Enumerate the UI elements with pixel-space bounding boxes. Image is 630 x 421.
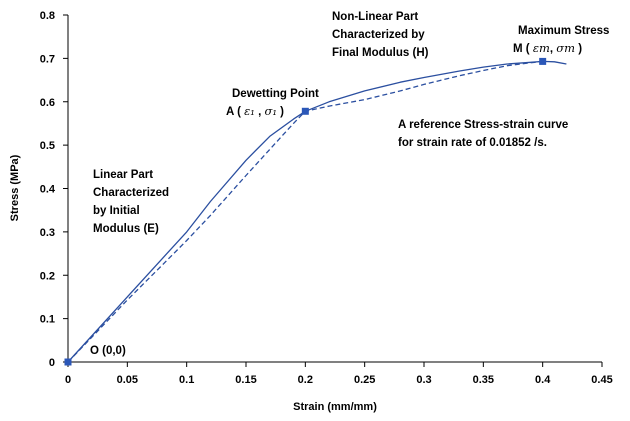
x-tick-label: 0.4 bbox=[535, 374, 551, 386]
points-layer: O (0,0) bbox=[64, 57, 547, 366]
y-ticks: 0 0.1 0.2 0.3 0.4 0.5 0.6 0.7 0.8 bbox=[40, 10, 68, 369]
origin-label: O (0,0) bbox=[90, 345, 126, 357]
point-marker bbox=[64, 358, 72, 366]
y-tick-label: 0.1 bbox=[40, 314, 55, 326]
reference-line: for strain rate of 0.01852 /s. bbox=[398, 137, 547, 149]
linear-part-line: Linear Part bbox=[93, 169, 153, 181]
x-axis-title: Strain (mm/mm) bbox=[293, 401, 377, 413]
y-tick-label: 0.6 bbox=[40, 97, 55, 109]
y-tick-label: 0.2 bbox=[40, 270, 55, 282]
solid-series-line bbox=[67, 60, 567, 363]
dewetting-title: Dewetting Point bbox=[232, 88, 319, 100]
y-tick-label: 0.5 bbox=[40, 140, 55, 152]
linear-part-line: Characterized bbox=[93, 187, 169, 199]
x-tick-label: 0.35 bbox=[473, 374, 494, 386]
x-tick-label: 0.1 bbox=[179, 374, 194, 386]
point-marker bbox=[539, 57, 547, 65]
linear-part-note: Linear Part Characterized by Initial Mod… bbox=[93, 169, 172, 235]
dewetting-label: A ( ε₁ , σ₁ ) bbox=[226, 104, 284, 118]
reference-line: A reference Stress-strain curve bbox=[398, 119, 568, 131]
x-tick-label: 0 bbox=[65, 374, 71, 386]
dewetting-point-note: Dewetting Point A ( ε₁ , σ₁ ) bbox=[226, 88, 322, 118]
x-tick-label: 0.05 bbox=[117, 374, 138, 386]
nonlinear-part-line: Final Modulus (H) bbox=[332, 47, 429, 59]
nonlinear-part-line: Non-Linear Part bbox=[332, 11, 418, 23]
y-tick-label: 0 bbox=[49, 357, 55, 369]
y-axis-title: Stress (MPa) bbox=[9, 154, 21, 221]
x-tick-label: 0.25 bbox=[354, 374, 375, 386]
x-tick-label: 0.3 bbox=[416, 374, 431, 386]
maxstress-label: M ( εm, σm ) bbox=[513, 41, 582, 55]
x-ticks: 0 0.05 0.1 0.15 0.2 0.25 0.3 0.35 0.4 0.45 bbox=[65, 362, 613, 386]
linear-part-line: by Initial bbox=[93, 205, 140, 217]
y-tick-label: 0.3 bbox=[40, 227, 55, 239]
y-tick-label: 0.8 bbox=[40, 10, 55, 22]
x-tick-label: 0.2 bbox=[298, 374, 313, 386]
x-tick-label: 0.15 bbox=[235, 374, 256, 386]
y-tick-label: 0.4 bbox=[40, 184, 56, 196]
linear-part-line: Modulus (E) bbox=[93, 223, 159, 235]
maximum-stress-note: Maximum Stress M ( εm, σm ) bbox=[513, 25, 613, 55]
x-tick-label: 0.45 bbox=[591, 374, 612, 386]
maxstress-title: Maximum Stress bbox=[518, 25, 609, 37]
y-tick-label: 0.7 bbox=[40, 53, 55, 65]
nonlinear-part-line: Characterized by bbox=[332, 29, 425, 41]
point-marker bbox=[301, 107, 309, 115]
reference-curve-note: A reference Stress-strain curve for stra… bbox=[398, 119, 571, 149]
nonlinear-part-note: Non-Linear Part Characterized by Final M… bbox=[332, 11, 429, 59]
